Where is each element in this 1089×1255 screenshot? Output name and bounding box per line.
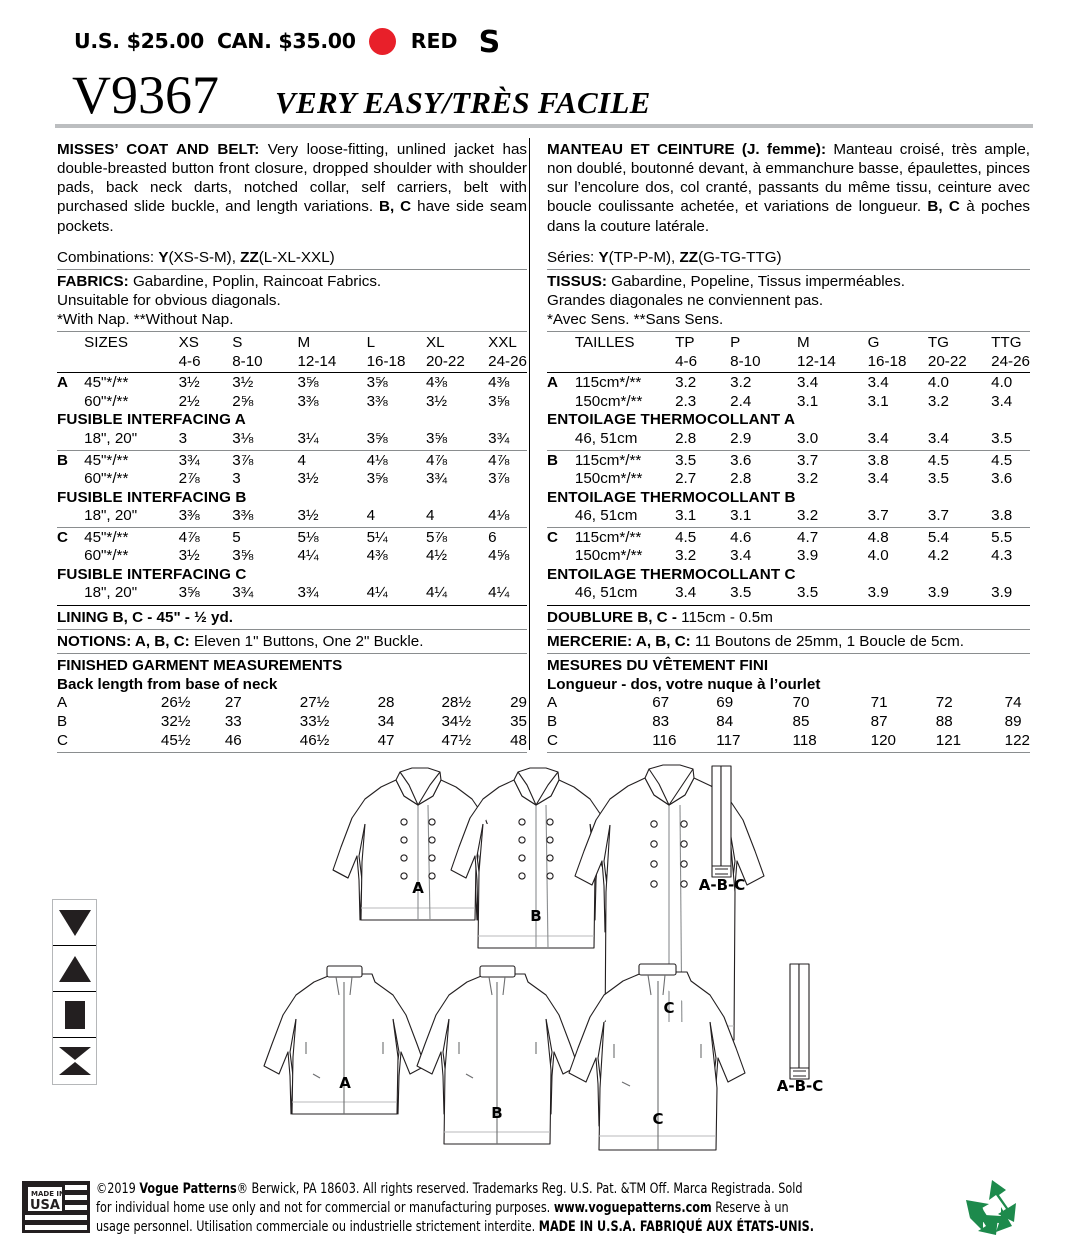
english-unsuitable: Unsuitable for obvious diagonals.: [57, 291, 281, 309]
us-price: U.S. $25.00: [74, 29, 204, 53]
back-view-b: [416, 965, 579, 1145]
difficulty-title: VERY EASY/TRÈS FACILE: [275, 85, 651, 120]
english-finished-sub: Back length from base of neck: [57, 676, 278, 694]
triangle-up-icon: [53, 946, 96, 992]
measurement-row: C 45½ 46 46½ 47 47½ 48: [57, 731, 527, 749]
english-finished-title: FINISHED GARMENT MEASUREMENTS: [57, 657, 343, 675]
english-lining: LINING B, C - 45" - ½ yd.: [57, 608, 233, 626]
size-code: S: [478, 25, 501, 60]
footer-line-3: usage personnel. Utilisation commerciale…: [96, 1219, 815, 1236]
front-label-a: A: [412, 879, 424, 897]
pattern-number: V9367: [72, 65, 219, 125]
french-notions: MERCERIE: A, B, C: 11 Boutons de 25mm, 1…: [547, 633, 964, 651]
french-description: MANTEAU ET CEINTURE (J. femme): Manteau …: [547, 141, 1030, 235]
back-label-belt: A-B-C: [776, 1077, 824, 1095]
rectangle-icon: [53, 992, 96, 1038]
back-belt: [789, 963, 810, 1080]
usa-text: USA: [30, 1198, 60, 1213]
illustration-svg: [263, 764, 810, 1151]
back-label-b: B: [491, 1104, 503, 1122]
english-combinations: Combinations: Y(XS-S-M), ZZ(L-XL-XXL): [57, 248, 335, 266]
back-view-c: [568, 963, 746, 1151]
english-yardage-table: SIZES XS S M L XL XXL 4-6 8-10 12-14 16-18 20-22 24-…: [57, 334, 527, 602]
can-price: CAN. $35.00: [216, 29, 356, 53]
front-belt: [711, 765, 732, 878]
measurement-row: A 26½ 27 27½ 28 28½ 29: [57, 694, 527, 712]
front-label-belt: A-B-C: [698, 876, 746, 894]
back-view-a: [263, 965, 426, 1115]
french-finished-sub: Longueur - dos, votre nuque à l’ourlet: [547, 676, 821, 694]
english-column: MISSES’ COAT AND BELT: Very loose-fittin…: [57, 140, 527, 755]
title-row: V9367 VERY EASY/TRÈS FACILE: [72, 68, 651, 122]
measurement-row: C 116 117 118 120 121 122: [547, 731, 1030, 749]
front-label-c: C: [663, 999, 675, 1017]
french-unsuitable: Grandes diagonales ne conviennent pas.: [547, 291, 824, 309]
measurement-row: B 83 84 85 87 88 89: [547, 713, 1022, 731]
english-description: MISSES’ COAT AND BELT: Very loose-fittin…: [57, 141, 527, 235]
made-in-usa-badge: MADE IN USA: [22, 1181, 90, 1233]
front-label-b: B: [530, 907, 542, 925]
english-notions: NOTIONS: A, B, C: Eleven 1" Buttons, One…: [57, 633, 424, 651]
french-finished-title: MESURES DU VÊTEMENT FINI: [547, 657, 769, 675]
hourglass-icon: [53, 1038, 96, 1084]
french-column: MANTEAU ET CEINTURE (J. femme): Manteau …: [547, 140, 1030, 755]
measurement-row: B 32½ 33 33½ 34 34½ 35: [57, 713, 527, 731]
measurement-row: A 67 69 70 71 72 74: [547, 694, 1022, 712]
footer-line-2: for individual home use only and not for…: [96, 1200, 789, 1217]
garment-illustrations: A B C A-B-C A B C A-B-C: [0, 752, 1089, 1162]
recycle-icon: [966, 1180, 1016, 1235]
made-in-text: MADE IN: [31, 1190, 65, 1198]
french-fabrics: TISSUS: Gabardine, Popeline, Tissus impe…: [547, 272, 905, 290]
back-label-c: C: [652, 1110, 664, 1128]
french-combinations: Séries: Y(TP-P-M), ZZ(G-TG-TTG): [547, 248, 782, 266]
french-measurements-table: A 67 69 70 71 72 74 B 83 84 85 87 88 89 C 116 117 118 120 1…: [547, 694, 1030, 750]
triangle-down-icon: [53, 900, 96, 946]
difficulty-icon-column: [52, 899, 97, 1085]
french-yardage-table: TAILLES TP P M G TG TTG 4-6 8-10 12-14 16-18 20-22 2…: [547, 334, 1030, 602]
footer-line-1: ©2019 Vogue Patterns® Berwick, PA 18603.…: [96, 1181, 803, 1197]
price-header: U.S. $25.00 CAN. $35.00 RED S: [74, 25, 501, 60]
language-column-divider: [529, 138, 530, 750]
french-lining: DOUBLURE B, C - 115cm - 0.5m: [547, 608, 773, 626]
english-nap: *With Nap. **Without Nap.: [57, 311, 234, 329]
color-word: RED: [410, 29, 458, 53]
footer-text: ©2019 Vogue Patterns® Berwick, PA 18603.…: [96, 1180, 926, 1237]
header-divider: [55, 124, 1033, 128]
english-measurements-table: A 26½ 27 27½ 28 28½ 29 B 32½ 33 33½ 34 34½ 35 C 45½ 46 46…: [57, 694, 527, 750]
back-label-a: A: [339, 1074, 351, 1092]
red-dot-icon: [368, 27, 396, 55]
french-nap: *Avec Sens. **Sans Sens.: [547, 311, 724, 329]
english-fabrics: FABRICS: Gabardine, Poplin, Raincoat Fab…: [57, 272, 382, 290]
